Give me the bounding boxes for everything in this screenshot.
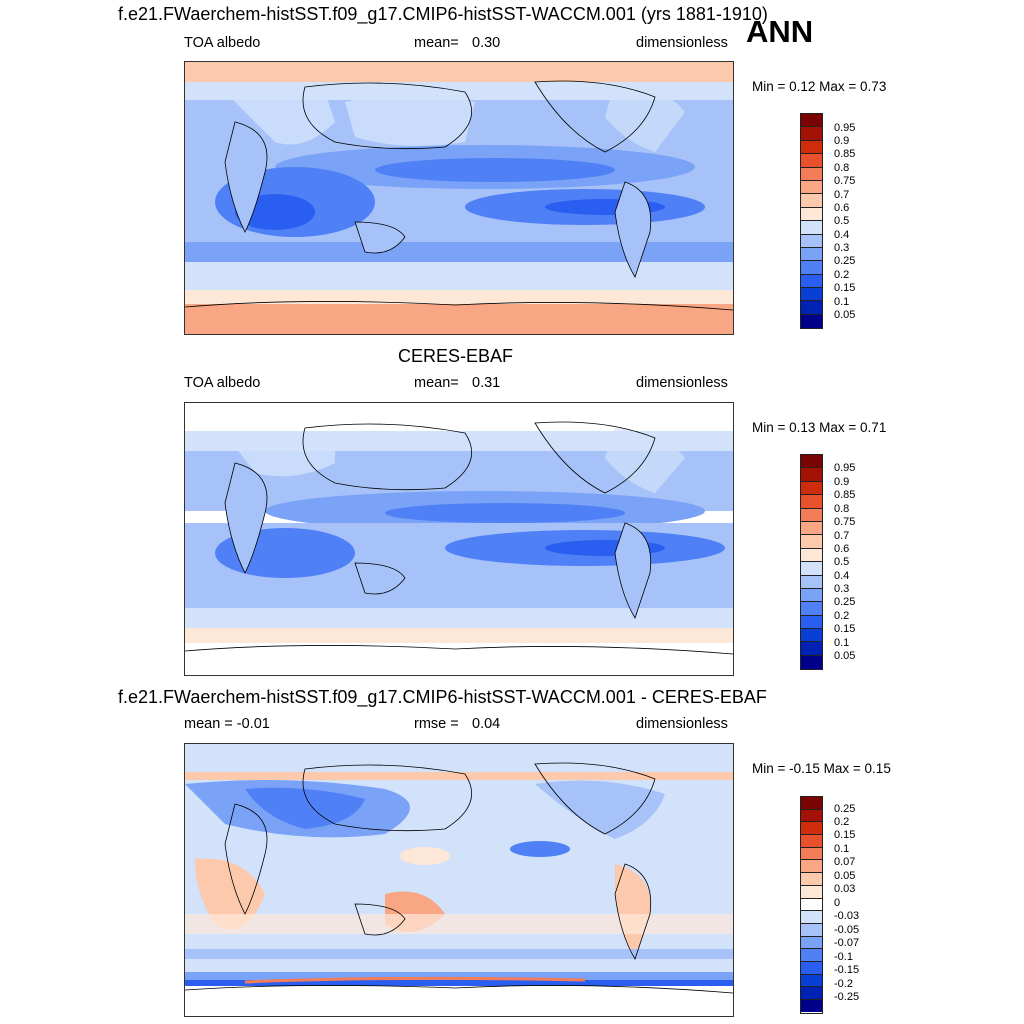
colorbar-tick: 0.05 [834,870,856,882]
panel1-colorbar [800,113,823,329]
colorbar-tick: 0.75 [834,516,856,528]
panel3-mean: mean = -0.01 [184,716,270,732]
panel3-map [184,743,734,1017]
panel3-colorbar [800,796,823,1014]
colorbar-tick: 0.85 [834,489,856,501]
colorbar-tick: 0.1 [834,843,850,855]
panel1-stat-label: mean= [414,35,459,51]
panel3-stat-value: 0.04 [472,716,501,732]
colorbar-tick: 0.6 [834,202,850,214]
colorbar-tick: 0.7 [834,189,850,201]
colorbar-tick: 0.25 [834,803,856,815]
colorbar-tick: 0.9 [834,135,850,147]
panel2-colorbar [800,454,823,670]
panel1-variable: TOA albedo [184,35,261,51]
panel1-unit: dimensionless [636,35,728,51]
colorbar-tick: 0.15 [834,829,856,841]
colorbar-tick: -0.15 [834,964,860,976]
colorbar-tick: -0.05 [834,924,860,936]
panel1-title: f.e21.FWaerchem-histSST.f09_g17.CMIP6-hi… [118,4,768,24]
colorbar-tick: 0.1 [834,296,850,308]
panel2-stat-value: 0.31 [472,375,501,391]
colorbar-tick: -0.1 [834,951,853,963]
colorbar-tick: 0.95 [834,462,856,474]
colorbar-tick: 0.2 [834,269,850,281]
panel2-title: CERES-EBAF [398,346,514,366]
colorbar-tick: 0.8 [834,162,850,174]
panel1-map [184,61,734,335]
colorbar-tick: -0.25 [834,991,860,1003]
colorbar-tick: 0.25 [834,255,856,267]
colorbar-tick: 0.95 [834,122,856,134]
colorbar-tick: -0.07 [834,937,860,949]
panel2-map [184,402,734,676]
colorbar-tick: 0.3 [834,242,850,254]
panel2-unit: dimensionless [636,375,728,391]
colorbar-tick: 0.6 [834,543,850,555]
colorbar-tick: 0.7 [834,530,850,542]
colorbar-tick: 0.2 [834,610,850,622]
colorbar-tick: 0.1 [834,637,850,649]
season-label: ANN [746,14,814,49]
colorbar-tick: 0.05 [834,650,856,662]
colorbar-tick: 0.75 [834,175,856,187]
panel3-title: f.e21.FWaerchem-histSST.f09_g17.CMIP6-hi… [118,687,767,707]
colorbar-tick: -0.03 [834,910,860,922]
panel2-variable: TOA albedo [184,375,261,391]
colorbar-tick: 0.4 [834,229,850,241]
colorbar-tick: 0.15 [834,282,856,294]
panel3-minmax: Min = -0.15 Max = 0.15 [752,761,891,776]
colorbar-tick: 0.05 [834,309,856,321]
colorbar-tick: 0.85 [834,148,856,160]
colorbar-tick: 0.3 [834,583,850,595]
colorbar-tick: 0.25 [834,596,856,608]
panel3-unit: dimensionless [636,716,728,732]
panel2-stat-label: mean= [414,375,459,391]
colorbar-tick: 0.5 [834,556,850,568]
colorbar-tick: 0.07 [834,856,856,868]
panel1-minmax: Min = 0.12 Max = 0.73 [752,79,887,94]
colorbar-tick: 0.4 [834,570,850,582]
colorbar-tick: 0.5 [834,215,850,227]
colorbar-tick: 0.15 [834,623,856,635]
colorbar-tick: 0.2 [834,816,850,828]
colorbar-tick: 0.8 [834,503,850,515]
colorbar-tick: -0.2 [834,978,853,990]
panel3-stat-label: rmse = [414,716,459,732]
colorbar-tick: 0 [834,897,841,909]
panel2-minmax: Min = 0.13 Max = 0.71 [752,420,887,435]
panel1-stat-value: 0.30 [472,35,501,51]
colorbar-tick: 0.9 [834,476,850,488]
colorbar-tick: 0.03 [834,883,856,895]
